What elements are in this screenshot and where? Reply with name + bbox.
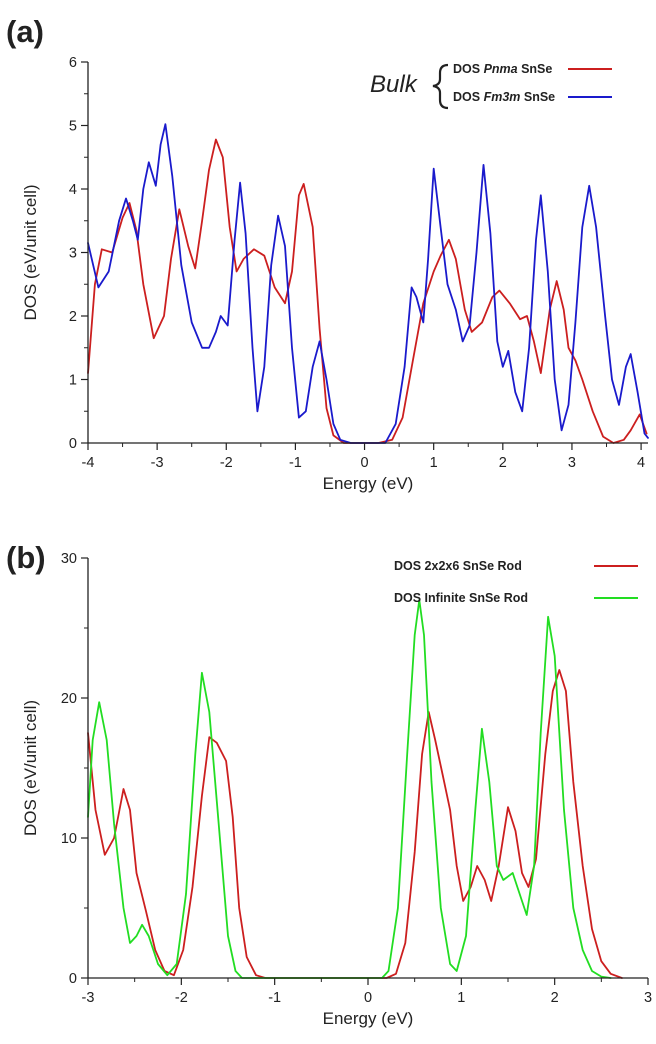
legend-a-entry-1-text: DOS Pnma SnSe — [453, 62, 552, 76]
plot-b-x-tick-label: 3 — [644, 990, 652, 1006]
plot-a-x-tick-label: 3 — [568, 455, 576, 471]
legend-a: Bulk DOS Pnma SnSe DOS Fm3m SnSe — [370, 62, 612, 110]
plot-a-y-tick-label: 5 — [69, 119, 77, 135]
plot-b-x-tick-label: -2 — [175, 990, 188, 1006]
plot-b-y-tick-label: 0 — [69, 971, 77, 987]
panel-a: (a) -4 -3 -2 -1 0 1 2 3 4 0 1 2 3 4 5 6 Energy (eV) DOS (… — [6, 14, 649, 493]
plot-a-x-tick-label: -3 — [151, 455, 164, 471]
plot-a-y-tick-label: 6 — [69, 55, 77, 71]
plot-a-series-1-line — [87, 138, 648, 444]
plot-a-y-tick-label: 4 — [69, 182, 77, 198]
plot-a-x-tick-label: -1 — [289, 455, 302, 471]
legend-b-entry-1-text: DOS 2x2x6 SnSe Rod — [394, 559, 522, 573]
plot-a-x-tick-label: -2 — [220, 455, 233, 471]
plot-b-y-tick-label: 20 — [61, 691, 77, 707]
plot-a-y-tick-label: 0 — [69, 436, 77, 452]
plot-b-x-tick-label: 0 — [364, 990, 372, 1006]
plot-a-x-tick-label: -4 — [82, 455, 95, 471]
legend-a-group-label: Bulk — [370, 71, 419, 98]
plot-a-x-tick-label: 2 — [499, 455, 507, 471]
plot-a-x-tick-label: 1 — [430, 455, 438, 471]
plot-b-y-axis-title: DOS (eV/unit cell) — [21, 700, 40, 836]
legend-b-entry-2-text: DOS Infinite SnSe Rod — [394, 591, 528, 605]
plot-a-series-2-line — [87, 123, 649, 444]
legend-b: DOS 2x2x6 SnSe Rod DOS Infinite SnSe Rod — [394, 559, 638, 605]
plot-b-series-2-line — [87, 599, 612, 979]
legend-a-entry-2-text: DOS Fm3m SnSe — [453, 90, 555, 104]
plot-b-y-tick-label: 30 — [61, 551, 77, 567]
plot-b-x-tick-label: -1 — [268, 990, 281, 1006]
plot-a-y-tick-label: 1 — [69, 373, 77, 389]
plot-b-x-tick-label: 1 — [457, 990, 465, 1006]
plot-b-x-axis-title: Energy (eV) — [323, 1009, 414, 1028]
plot-a-y-tick-label: 2 — [69, 309, 77, 325]
plot-a-x-axis-title: Energy (eV) — [323, 474, 414, 493]
plot-b-series-1-line — [87, 669, 623, 979]
plot-a-y-tick-label: 3 — [69, 246, 77, 262]
legend-a-brace — [432, 63, 449, 110]
panel-b-label: (b) — [6, 540, 46, 575]
plot-a-x-tick-label: 4 — [637, 455, 645, 471]
plot-b-y-tick-label: 10 — [61, 831, 77, 847]
plot-b-x-tick-label: 2 — [551, 990, 559, 1006]
plot-b-x-tick-label: -3 — [82, 990, 95, 1006]
plot-a-y-axis-title: DOS (eV/unit cell) — [21, 184, 40, 320]
panel-a-label: (a) — [6, 14, 44, 49]
plot-a-x-tick-label: 0 — [361, 455, 369, 471]
plot-a-area: -4 -3 -2 -1 0 1 2 3 4 0 1 2 3 4 5 6 Energy (eV) DOS (eV/u… — [21, 55, 649, 493]
